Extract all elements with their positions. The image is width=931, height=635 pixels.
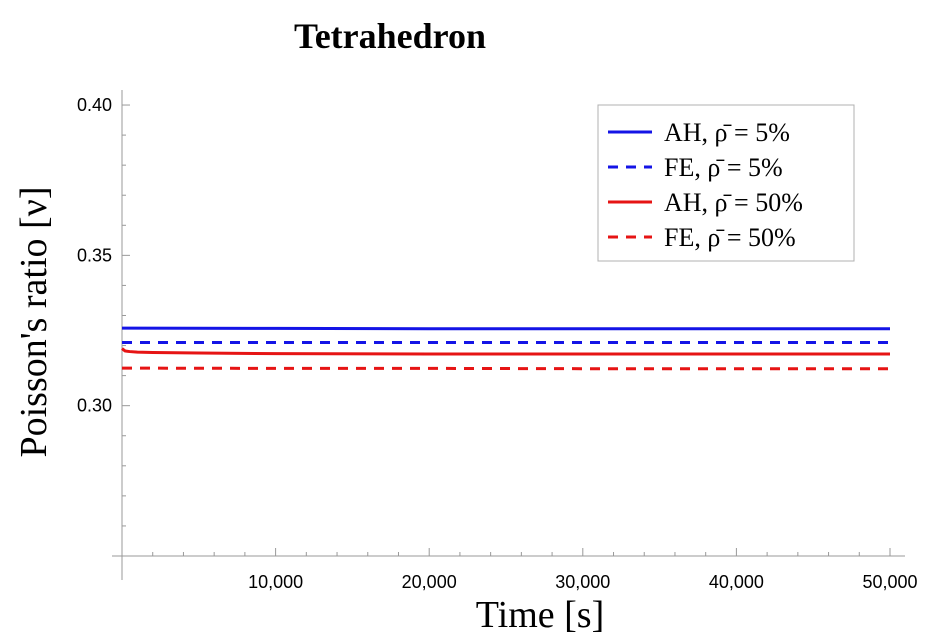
x-tick-label: 30,000 [555,572,610,592]
series-layer [121,326,890,371]
chart-title: Tetrahedron [294,16,486,56]
legend-label-1: AH, ρ̄ = 5% [664,118,790,147]
x-tick-label: 10,000 [248,572,303,592]
x-ticks: 10,000 20,000 30,000 40,000 50,000 [152,548,918,592]
legend: AH, ρ̄ = 5% FE, ρ̄ = 5% AH, ρ̄ = 50% FE, ρ̄… [597,104,855,262]
series-line-1 [121,326,890,331]
x-axis-label: Time [s] [476,594,604,635]
y-ticks: 0.30 0.35 0.40 [77,95,130,527]
x-tick-label: 40,000 [709,572,764,592]
x-tick-label: 50,000 [862,572,917,592]
series-line-4 [121,366,890,371]
legend-label-2: FE, ρ̄ = 5% [664,153,783,182]
y-tick-label: 0.30 [77,396,112,416]
x-tick-label: 20,000 [402,572,457,592]
legend-label-3: AH, ρ̄ = 50% [664,188,803,217]
series-line-3 [121,347,890,356]
legend-label-4: FE, ρ̄ = 50% [664,223,796,252]
y-tick-label: 0.40 [77,95,112,115]
y-tick-label: 0.35 [77,245,112,265]
y-axis-label: Poisson's ratio [ν] [13,186,55,457]
